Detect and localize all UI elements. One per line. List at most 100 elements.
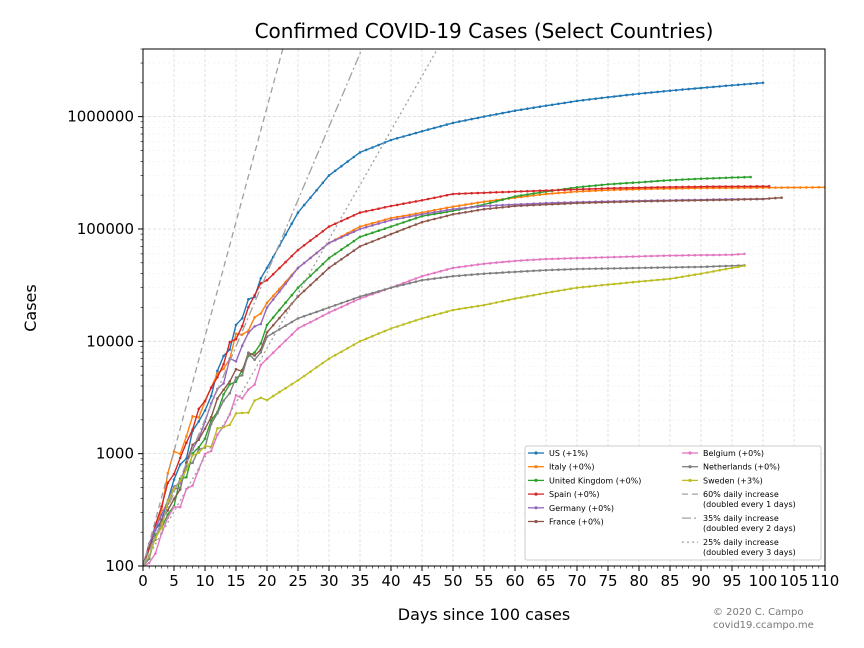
data-point: [749, 82, 752, 86]
data-point: [705, 271, 709, 274]
data-point: [730, 84, 734, 87]
data-point: [495, 191, 498, 194]
data-point: [631, 200, 635, 203]
data-point: [581, 201, 585, 205]
x-tick-label: 5: [169, 572, 179, 590]
data-point: [755, 185, 759, 188]
data-point: [414, 223, 418, 226]
data-point: [222, 382, 225, 385]
data-point: [606, 200, 610, 204]
data-point: [650, 266, 653, 270]
data-point: [352, 155, 356, 159]
data-point: [736, 185, 740, 188]
data-point: [656, 186, 659, 189]
data-point: [191, 443, 194, 447]
data-point: [681, 254, 684, 257]
data-point: [414, 200, 418, 203]
data-point: [433, 217, 436, 221]
data-point: [290, 333, 294, 336]
legend-box: [524, 445, 822, 561]
data-point: [247, 388, 250, 391]
data-point: [457, 204, 461, 207]
data-point: [327, 241, 331, 245]
data-point: [631, 280, 635, 284]
data-point: [284, 233, 287, 236]
data-point: [482, 204, 486, 208]
data-point: [160, 518, 163, 521]
data-point: [426, 210, 430, 213]
data-point: [501, 299, 504, 303]
data-point: [631, 255, 635, 258]
data-point: [346, 244, 349, 247]
data-point: [643, 180, 647, 184]
data-point: [222, 388, 225, 392]
data-point: [340, 164, 343, 168]
data-point: [352, 343, 356, 347]
data-point: [538, 292, 542, 296]
data-point: [563, 268, 566, 271]
data-point: [364, 223, 368, 227]
data-point: [333, 252, 337, 256]
data-point: [668, 254, 672, 257]
data-point: [718, 85, 721, 88]
data-point: [247, 298, 250, 301]
data-point: [507, 270, 511, 274]
data-point: [414, 212, 418, 215]
data-point: [575, 186, 579, 189]
data-point: [340, 305, 343, 309]
data-point: [730, 264, 734, 268]
data-point: [395, 217, 399, 221]
series-7: [143, 264, 746, 566]
x-tick-label: 110: [811, 572, 840, 590]
data-point: [501, 111, 504, 115]
data-point: [284, 309, 287, 313]
data-point: [774, 196, 777, 200]
data-point: [166, 509, 170, 512]
data-point: [550, 268, 554, 272]
data-point: [228, 340, 232, 344]
x-tick-label: 20: [257, 572, 276, 590]
data-point: [482, 115, 486, 118]
data-point: [209, 422, 213, 426]
data-point: [327, 311, 331, 314]
data-point: [451, 192, 455, 196]
data-point: [408, 133, 411, 137]
data-point: [507, 298, 511, 302]
data-point: [302, 244, 306, 247]
data-point: [575, 99, 579, 103]
data-point: [228, 391, 232, 395]
data-point: [513, 195, 517, 198]
data-point: [445, 208, 449, 212]
data-point: [178, 463, 182, 466]
data-point: [631, 266, 635, 270]
data-point: [185, 475, 188, 479]
data-point: [265, 323, 269, 327]
data-point: [619, 255, 622, 259]
data-point: [247, 331, 250, 335]
data-point: [346, 347, 349, 350]
data-point: [383, 235, 387, 238]
data-point: [507, 190, 511, 194]
data-point: [699, 265, 703, 269]
data-point: [253, 399, 256, 402]
data-point: [712, 85, 715, 89]
data-point: [358, 297, 362, 300]
data-point: [154, 527, 157, 531]
data-point: [178, 456, 182, 460]
data-point: [426, 197, 430, 201]
data-point: [464, 211, 467, 214]
data-point: [451, 121, 455, 125]
data-point: [420, 213, 424, 216]
legend: US (+1%) Italy (+0%) United Kingdom (+0%) S…: [524, 445, 822, 561]
data-point: [600, 96, 604, 100]
data-point: [674, 199, 678, 202]
data-point: [805, 186, 808, 189]
data-point: [526, 189, 529, 193]
data-point: [377, 332, 380, 335]
data-point: [705, 253, 709, 257]
data-point: [507, 196, 511, 200]
data-point: [371, 231, 374, 235]
data-point: [674, 185, 678, 189]
data-point: [656, 254, 659, 258]
data-point: [402, 135, 405, 138]
